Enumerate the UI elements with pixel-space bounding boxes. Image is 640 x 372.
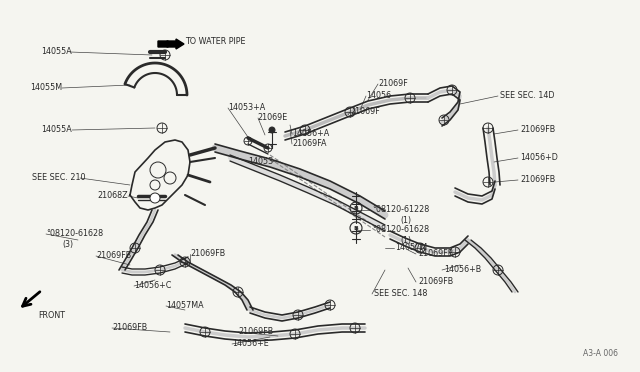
Text: 14057M: 14057M (395, 244, 427, 253)
Text: 21069FB: 21069FB (418, 250, 453, 259)
Text: 21069FB: 21069FB (112, 324, 147, 333)
Text: (1): (1) (400, 215, 411, 224)
Text: TO WATER PIPE: TO WATER PIPE (185, 38, 246, 46)
Text: 21069FB: 21069FB (96, 251, 131, 260)
Text: (1): (1) (400, 235, 411, 244)
Text: FRONT: FRONT (38, 311, 65, 321)
Text: 21069FB: 21069FB (418, 278, 453, 286)
Text: 14056+D: 14056+D (520, 154, 558, 163)
Text: 21069FB: 21069FB (238, 327, 273, 337)
Text: 21069FB: 21069FB (520, 125, 556, 135)
Text: 21069F: 21069F (378, 80, 408, 89)
Text: °08120-61628: °08120-61628 (372, 225, 429, 234)
Text: 21068Z: 21068Z (97, 192, 128, 201)
Text: 21069FA: 21069FA (292, 140, 326, 148)
Text: SEE SEC. 210: SEE SEC. 210 (32, 173, 86, 183)
Text: A3-A 006: A3-A 006 (583, 349, 618, 358)
Text: °08120-61228: °08120-61228 (372, 205, 429, 215)
Text: B: B (353, 205, 358, 211)
Text: 14056: 14056 (366, 92, 391, 100)
Text: 14055A: 14055A (41, 48, 72, 57)
Text: 14056+E: 14056+E (232, 340, 269, 349)
FancyArrow shape (158, 39, 184, 49)
Text: 14056+C: 14056+C (134, 282, 172, 291)
Text: 14057MA: 14057MA (166, 301, 204, 311)
Circle shape (269, 127, 275, 133)
Text: 14055M: 14055M (30, 83, 62, 93)
Text: 21069F: 21069F (350, 108, 380, 116)
Text: (3): (3) (62, 240, 73, 248)
Text: 21069E: 21069E (257, 113, 287, 122)
Text: SEE SEC. 14D: SEE SEC. 14D (500, 92, 554, 100)
Circle shape (150, 193, 160, 203)
Text: 21069FB: 21069FB (520, 176, 556, 185)
Text: 14053+A: 14053+A (228, 103, 265, 112)
Text: B: B (353, 225, 358, 231)
Text: SEE SEC. 148: SEE SEC. 148 (374, 289, 428, 298)
Text: 14056+A: 14056+A (292, 129, 329, 138)
Text: 14055A: 14055A (41, 125, 72, 135)
Text: °08120-61628: °08120-61628 (46, 230, 103, 238)
Text: 14053: 14053 (248, 157, 273, 167)
Text: 14056+B: 14056+B (444, 266, 481, 275)
Text: 21069FB: 21069FB (190, 250, 225, 259)
